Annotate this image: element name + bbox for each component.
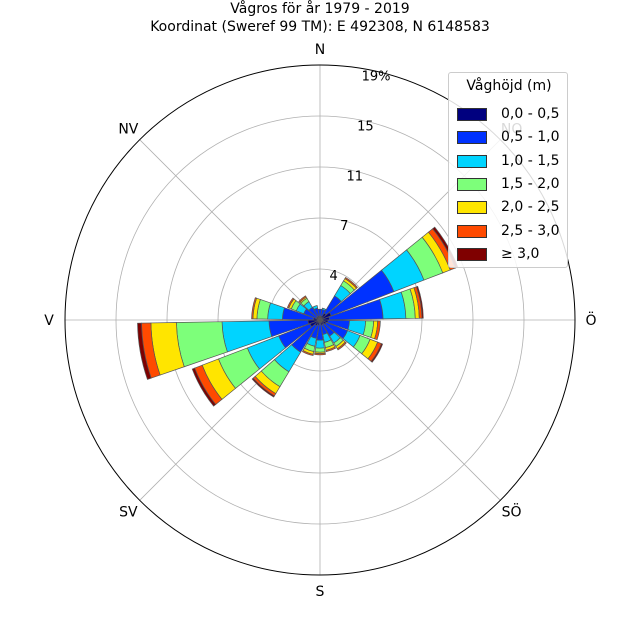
sector-bar [374, 320, 381, 341]
polar-grid [65, 65, 575, 575]
sector-bars [137, 226, 459, 407]
sector-bar [298, 295, 307, 303]
legend-label: 1,0 - 1,5 [501, 152, 560, 169]
outer-circle [64, 64, 576, 576]
legend-swatch [457, 154, 487, 168]
sector-bar [137, 322, 152, 380]
legend-label: 0,5 - 1,0 [501, 129, 560, 146]
sector-bar [321, 307, 327, 312]
legend-label: 2,5 - 3,0 [501, 222, 560, 239]
direction-label: S [316, 584, 325, 600]
legend: Våghöjd (m) 0,0 - 0,5 0,5 - 1,0 1,0 - 1,5 1… [448, 72, 568, 268]
legend-label: 1,5 - 2,0 [501, 175, 560, 192]
legend-item: ≥ 3,0 [457, 245, 565, 263]
legend-item: 0,5 - 1,0 [457, 129, 565, 146]
radial-tick-label: 19% [362, 70, 391, 85]
sector-bar [301, 350, 314, 356]
legend-item: 1,5 - 2,0 [457, 175, 565, 193]
legend-label: ≥ 3,0 [501, 245, 540, 262]
direction-label: V [44, 313, 54, 329]
legend-title: Våghöjd (m) [466, 78, 552, 94]
legend-swatch [457, 108, 487, 121]
legend-item: 2,5 - 3,0 [457, 222, 565, 240]
legend-label: 2,0 - 2,5 [501, 199, 560, 216]
chart-subtitle: Koordinat (Sweref 99 TM): E 492308, N 61… [150, 19, 490, 35]
radial-tick-label: 7 [340, 219, 348, 234]
chart-title: Vågros för år 1979 - 2019 [230, 1, 410, 17]
radial-tick-label: 11 [347, 169, 364, 184]
sector-bar [314, 347, 326, 353]
sector-bar [312, 305, 319, 310]
sector-bar [191, 367, 217, 407]
legend-swatch [457, 224, 487, 238]
direction-label: N [315, 42, 325, 58]
polar-frame [64, 64, 576, 576]
sector-bar [314, 352, 326, 356]
sector-bar [415, 285, 424, 319]
sector-bar [267, 302, 285, 320]
sector-bar [336, 341, 347, 351]
direction-label: Ö [585, 311, 596, 329]
sector-bar [315, 339, 325, 349]
legend-label: 0,0 - 0,5 [501, 106, 560, 122]
grid-spoke [139, 139, 321, 321]
sector-bar [286, 297, 295, 309]
grid-spoke [319, 319, 501, 501]
legend-swatch [457, 247, 487, 261]
sector-bar [325, 346, 337, 353]
direction-label: SÖ [502, 503, 522, 521]
sector-bar [379, 291, 407, 320]
direction-label: NV [118, 121, 138, 137]
legend-item: 2,0 - 2,5 [457, 199, 565, 216]
legend-item: 1,0 - 1,5 [457, 152, 565, 170]
sector-bar [344, 276, 358, 289]
sector-bar [251, 377, 275, 398]
sector-bar [251, 297, 257, 320]
legend-swatch [457, 201, 487, 215]
direction-label: SV [119, 505, 138, 521]
radial-tick-label: 4 [329, 269, 337, 284]
sector-bar [370, 343, 384, 363]
legend-item: 0,0 - 0,5 [457, 106, 565, 123]
legend-swatch [457, 177, 487, 191]
radial-tick-label: 15 [357, 119, 374, 134]
legend-swatch [457, 131, 487, 145]
